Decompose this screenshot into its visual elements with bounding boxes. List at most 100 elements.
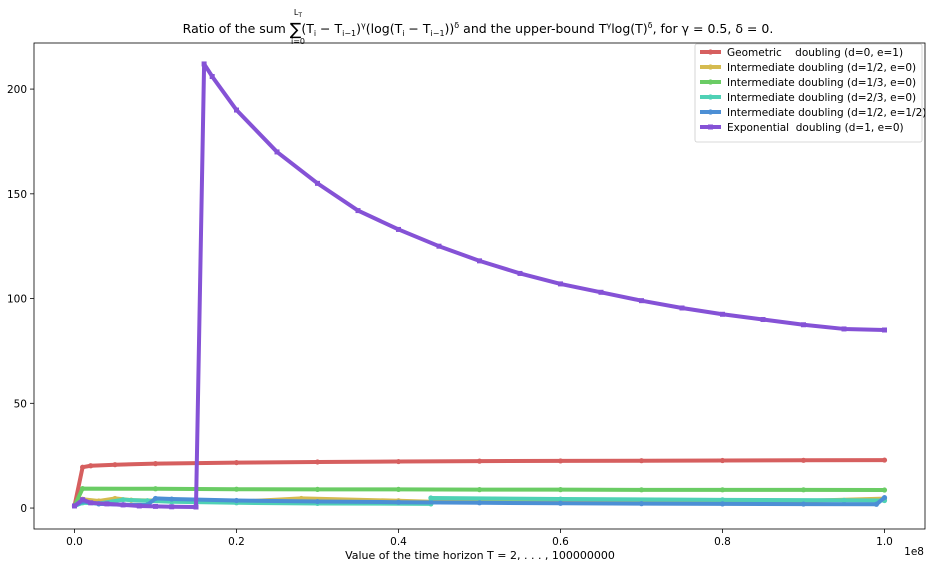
data-point	[719, 457, 726, 464]
data-point	[557, 500, 564, 506]
data-point	[517, 270, 523, 276]
data-point	[557, 487, 564, 493]
legend-marker	[707, 79, 714, 85]
data-point	[841, 497, 847, 503]
data-point	[428, 495, 434, 501]
data-point	[80, 464, 86, 470]
data-point	[881, 494, 888, 501]
legend-label: Exponential doubling (d=1, e=0)	[727, 122, 904, 134]
data-point	[120, 502, 126, 508]
data-point	[395, 458, 402, 465]
y-tick-label: 50	[14, 398, 27, 410]
data-point	[169, 496, 175, 502]
legend-marker	[708, 124, 713, 130]
data-point	[639, 298, 644, 304]
legend-label: Intermediate doubling (d=1/2, e=1/2)	[727, 107, 926, 119]
legend: Geometric doubling (d=0, e=1) Intermediat…	[694, 43, 926, 143]
data-point	[233, 459, 240, 466]
x-axis-offset-text: 1e8	[904, 546, 924, 558]
data-point	[314, 498, 321, 505]
legend-label: Intermediate doubling (d=2/3, e=0)	[727, 92, 916, 104]
data-point	[315, 180, 320, 186]
data-point	[233, 486, 240, 492]
data-point	[152, 486, 159, 492]
data-point	[233, 497, 240, 504]
y-tick-label: 100	[7, 294, 27, 306]
data-point	[355, 208, 361, 214]
data-point	[152, 495, 159, 502]
x-tick-label: 0.2	[228, 536, 245, 548]
legend-marker	[707, 94, 714, 100]
data-point	[152, 461, 159, 467]
legend-marker	[707, 64, 714, 70]
data-point	[719, 487, 726, 493]
x-axis-label: Value of the time horizon T = 2, . . . ,…	[345, 549, 615, 562]
series-6	[72, 61, 887, 510]
data-point	[557, 496, 564, 502]
axes: 0.0 0.2 0.4 0.6 0.8 1.0 0 50 100 150 200	[7, 42, 926, 548]
x-tick-label: 1.0	[876, 536, 893, 548]
data-point	[193, 504, 199, 510]
data-point	[112, 462, 118, 468]
y-tick-label: 200	[7, 84, 27, 96]
data-point	[477, 258, 482, 264]
x-tick-label: 0.6	[552, 536, 569, 548]
data-point	[314, 486, 321, 493]
data-point	[679, 305, 685, 311]
data-point	[396, 226, 401, 232]
data-point	[274, 149, 280, 155]
data-point	[201, 61, 207, 67]
data-point	[760, 317, 766, 323]
data-point	[882, 327, 887, 333]
data-point	[169, 504, 175, 510]
data-point	[104, 501, 110, 507]
data-point	[881, 457, 888, 463]
series-line	[72, 486, 887, 508]
data-point	[136, 503, 142, 509]
x-tick-label: 0.0	[66, 536, 83, 548]
data-point	[395, 486, 402, 493]
series-line	[72, 61, 887, 509]
data-point	[209, 74, 215, 80]
data-point	[153, 503, 158, 509]
data-point	[120, 497, 126, 503]
data-point	[314, 459, 321, 465]
data-point	[800, 457, 807, 463]
legend-marker	[707, 109, 714, 115]
data-point	[801, 322, 806, 328]
data-point	[88, 500, 94, 506]
axes-frame	[33, 42, 926, 530]
data-point	[476, 500, 483, 506]
data-point	[881, 487, 888, 493]
data-point	[638, 458, 645, 464]
data-point	[395, 499, 402, 505]
data-point	[476, 487, 483, 493]
data-point	[88, 463, 94, 469]
chart-title-sum-lower: i=0	[291, 37, 305, 46]
data-point	[841, 326, 847, 332]
legend-label: Intermediate doubling (d=1/2, e=0)	[727, 62, 916, 74]
data-point	[719, 501, 726, 507]
legend-marker	[707, 49, 714, 55]
data-point	[800, 501, 807, 507]
legend-label: Intermediate doubling (d=1/3, e=0)	[727, 77, 916, 89]
data-point	[558, 281, 563, 287]
data-point	[72, 503, 77, 509]
legend-label: Geometric doubling (d=0, e=1)	[727, 47, 903, 59]
data-point	[557, 458, 564, 464]
data-point	[476, 458, 483, 464]
data-point	[80, 485, 86, 492]
data-point	[80, 497, 86, 503]
data-point	[436, 243, 442, 249]
data-point	[638, 501, 645, 507]
data-point	[598, 289, 604, 295]
data-point	[638, 487, 645, 493]
plot-area	[71, 61, 888, 510]
chart-title-sum-upper: LT	[294, 8, 302, 19]
chart-title: Ratio of the sum ∑(Ti − Ti−1)γ(log(Ti − …	[183, 20, 774, 40]
y-tick-label: 0	[20, 503, 27, 515]
x-tick-label: 0.8	[714, 536, 731, 548]
data-point	[800, 487, 807, 493]
data-point	[234, 107, 239, 113]
